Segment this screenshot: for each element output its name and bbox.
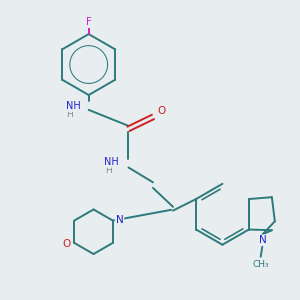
Text: N: N	[116, 215, 123, 225]
Text: F: F	[86, 17, 92, 27]
Text: NH: NH	[66, 101, 80, 111]
Text: N: N	[259, 235, 266, 245]
Text: NH: NH	[66, 101, 80, 111]
Text: F: F	[86, 17, 92, 27]
Text: H: H	[66, 110, 73, 119]
Text: CH₃: CH₃	[252, 260, 269, 268]
Text: O: O	[157, 106, 165, 116]
Text: NH: NH	[104, 157, 119, 167]
Text: O: O	[63, 238, 71, 249]
Text: O: O	[157, 106, 166, 116]
Text: O: O	[63, 238, 71, 249]
Text: H: H	[105, 166, 111, 175]
Text: NH: NH	[104, 157, 119, 167]
Text: N: N	[259, 235, 266, 245]
Text: N: N	[116, 215, 123, 225]
